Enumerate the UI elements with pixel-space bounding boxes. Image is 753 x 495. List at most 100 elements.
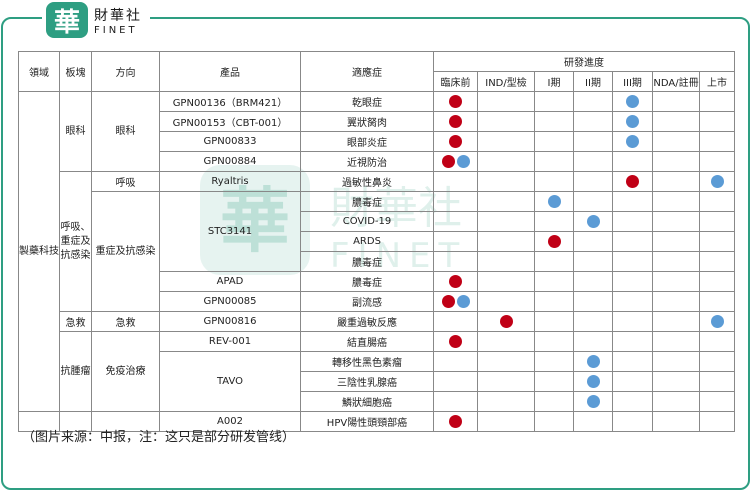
stage-cell <box>652 291 700 312</box>
stage-cell <box>433 291 478 312</box>
logo-text: 財華社 FINET <box>94 5 142 36</box>
stage-cell <box>652 131 700 152</box>
stage-cell <box>534 211 574 232</box>
stage-cell <box>433 391 478 412</box>
progress-marker-blue <box>456 155 470 168</box>
progress-marker-red <box>547 235 561 248</box>
stage-cell <box>652 351 700 372</box>
stage-cell <box>534 291 574 312</box>
stage-cell <box>699 411 735 432</box>
sector-emergency: 急救 <box>59 311 92 332</box>
indication-cell: 過敏性鼻炎 <box>300 171 434 192</box>
stage-cell <box>477 411 535 432</box>
progress-marker-red <box>449 335 462 348</box>
progress-marker-red <box>449 275 462 288</box>
stage-cell <box>573 111 613 132</box>
stage-cell <box>612 231 653 252</box>
product-cell: GPN00153（CBT-001） <box>159 111 301 132</box>
indication-cell: 膿毒症 <box>300 191 434 212</box>
header-domain: 領域 <box>18 51 60 92</box>
indication-cell: 副流感 <box>300 291 434 312</box>
stage-cell <box>652 151 700 172</box>
stage-cell <box>433 151 478 172</box>
stage-cell <box>433 231 478 252</box>
stage-cell <box>433 351 478 372</box>
progress-marker-red <box>441 295 455 308</box>
indication-cell: ARDS <box>300 231 434 252</box>
stage-cell <box>699 371 735 392</box>
header-stage-phase2: II期 <box>573 71 613 92</box>
stage-cell <box>477 191 535 212</box>
stage-cell <box>612 331 653 352</box>
stage-cell <box>477 111 535 132</box>
stage-cell <box>573 211 613 232</box>
sector-oncology: 抗腫瘤 <box>59 331 92 412</box>
product-cell: GPN00884 <box>159 151 301 172</box>
product-cell: TAVO <box>159 351 301 412</box>
product-cell: GPN00816 <box>159 311 301 332</box>
header-stage-nda: NDA/註冊 <box>652 71 700 92</box>
stage-cell <box>699 271 735 292</box>
indication-cell: 三陰性乳腺癌 <box>300 371 434 392</box>
stage-cell <box>433 131 478 152</box>
indication-cell: 結直腸癌 <box>300 331 434 352</box>
indication-cell: COVID-19 <box>300 211 434 232</box>
product-cell: GPN00833 <box>159 131 301 152</box>
stage-cell <box>534 391 574 412</box>
indication-cell: 乾眼症 <box>300 91 434 112</box>
stage-cell <box>433 371 478 392</box>
stage-cell <box>573 191 613 212</box>
indication-cell: 翼狀胬肉 <box>300 111 434 132</box>
progress-marker-blue <box>710 175 724 188</box>
stage-cell <box>433 411 478 432</box>
stage-cell <box>433 251 478 272</box>
header-stage-ind: IND/型檢 <box>477 71 535 92</box>
stage-cell <box>573 371 613 392</box>
stage-cell <box>477 291 535 312</box>
header-stage-phase3: III期 <box>612 71 653 92</box>
rd-pipeline-table: 領域 板塊 方向 產品 適應症 研發進度 臨床前 IND/型檢 I期 II期 I… <box>18 51 735 432</box>
progress-marker-blue <box>626 135 639 148</box>
stage-cell <box>612 351 653 372</box>
progress-marker-red <box>449 415 462 428</box>
stage-cell <box>612 191 653 212</box>
stage-cell <box>699 291 735 312</box>
stage-cell <box>534 151 574 172</box>
product-cell: STC3141 <box>159 191 301 272</box>
indication-cell: 近視防治 <box>300 151 434 172</box>
header-stage-launch: 上市 <box>699 71 735 92</box>
stage-cell <box>477 231 535 252</box>
stage-cell <box>573 231 613 252</box>
stage-cell <box>477 171 535 192</box>
stage-cell <box>612 251 653 272</box>
stage-cell <box>573 151 613 172</box>
progress-marker-blue <box>456 295 470 308</box>
header-stage-phase1: I期 <box>534 71 574 92</box>
stage-cell <box>612 391 653 412</box>
stage-cell <box>612 291 653 312</box>
indication-cell: HPV陽性頭頸部癌 <box>300 411 434 432</box>
header-indication: 適應症 <box>300 51 434 92</box>
logo-mark: 華 <box>46 2 88 38</box>
stage-cell <box>534 331 574 352</box>
sector-ophthalmology: 眼科 <box>59 91 92 172</box>
header-stage-preclinical: 臨床前 <box>433 71 478 92</box>
stage-cell <box>699 131 735 152</box>
stage-cell <box>612 151 653 172</box>
indication-cell: 膿毒症 <box>300 271 434 292</box>
stage-cell <box>699 211 735 232</box>
content-frame <box>1 17 750 490</box>
stage-cell <box>477 251 535 272</box>
stage-cell <box>652 371 700 392</box>
stage-cell <box>433 171 478 192</box>
stage-cell <box>477 91 535 112</box>
progress-marker-blue <box>547 195 561 208</box>
stage-cell <box>652 391 700 412</box>
product-cell: GPN00085 <box>159 291 301 312</box>
direction-respiratory: 呼吸 <box>91 171 160 192</box>
progress-marker-red <box>441 155 455 168</box>
stage-cell <box>477 371 535 392</box>
stage-cell <box>699 351 735 372</box>
stage-cell <box>699 331 735 352</box>
progress-marker-blue <box>586 355 600 368</box>
